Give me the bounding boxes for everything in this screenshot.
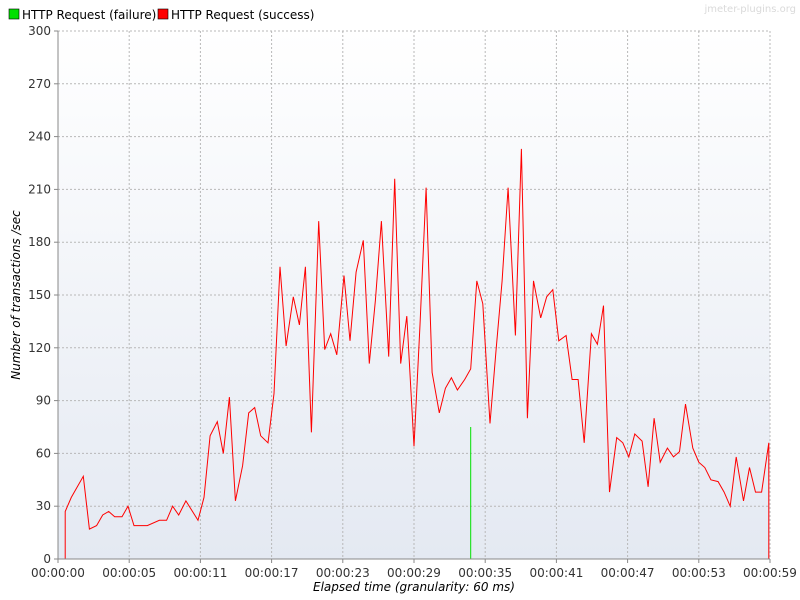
x-tick-label: 00:00:00 <box>31 566 85 580</box>
x-tick-label: 00:00:17 <box>245 566 299 580</box>
x-tick-label: 00:00:35 <box>458 566 512 580</box>
y-tick-label: 240 <box>28 130 51 144</box>
legend: HTTP Request (failure) HTTP Request (suc… <box>8 8 314 22</box>
y-tick-label: 180 <box>28 235 51 249</box>
x-tick-label: 00:00:59 <box>743 566 797 580</box>
legend-swatch-success <box>157 8 169 20</box>
legend-swatch-failure <box>8 8 20 20</box>
x-tick-label: 00:00:05 <box>102 566 156 580</box>
series-line-success <box>64 148 770 559</box>
y-axis-title: Number of transactions /sec <box>9 210 23 380</box>
watermark: jmeter-plugins.org <box>703 4 796 15</box>
y-tick-label: 90 <box>36 394 51 408</box>
x-tick-label: 00:00:23 <box>316 566 370 580</box>
x-tick-label: 00:00:53 <box>672 566 726 580</box>
x-axis-title: Elapsed time (granularity: 60 ms) <box>313 580 515 594</box>
y-tick-label: 60 <box>36 446 51 460</box>
x-tick-label: 00:00:47 <box>601 566 655 580</box>
y-tick-label: 270 <box>28 77 51 91</box>
series-layer <box>64 148 770 559</box>
x-tick-label: 00:00:11 <box>173 566 227 580</box>
y-tick-label: 0 <box>43 552 51 566</box>
y-tick-label: 150 <box>28 288 51 302</box>
axis-ticks: 0 30 60 90 120 150 180 210 240 270 300 00:00:00 00:0… <box>28 24 797 580</box>
y-tick-label: 120 <box>28 341 51 355</box>
x-tick-label: 00:00:29 <box>387 566 441 580</box>
y-tick-label: 210 <box>28 182 51 196</box>
legend-label-failure: HTTP Request (failure) <box>22 8 156 22</box>
legend-label-success: HTTP Request (success) <box>171 8 314 22</box>
x-tick-label: 00:00:41 <box>529 566 583 580</box>
grid <box>58 30 771 559</box>
y-tick-label: 30 <box>36 499 51 513</box>
y-tick-label: 300 <box>28 24 51 38</box>
